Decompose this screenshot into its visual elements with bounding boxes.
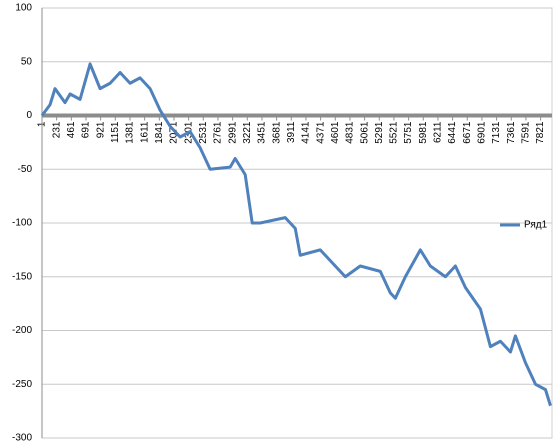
x-tick-label: 4601 (330, 121, 341, 144)
x-tick-label: 3681 (271, 121, 282, 144)
x-tick-label: 4371 (315, 121, 326, 144)
y-tick-label: -150 (12, 271, 32, 282)
x-tick-label: 2991 (227, 121, 238, 144)
x-tick-label: 231 (51, 121, 62, 138)
x-tick-label: 5981 (418, 121, 429, 144)
x-tick-label: 5061 (359, 121, 370, 144)
x-tick-label: 7361 (506, 121, 517, 144)
x-tick-label: 1381 (125, 121, 136, 144)
x-tick-label: 6441 (447, 121, 458, 144)
y-tick-label: -100 (12, 218, 32, 229)
x-tick-label: 6671 (462, 121, 473, 144)
y-tick-label: 0 (26, 110, 32, 121)
x-tick-label: 1841 (154, 121, 165, 144)
x-tick-label: 3911 (286, 121, 297, 143)
y-tick-label: 100 (15, 3, 32, 14)
legend-label: Ряд1 (524, 220, 548, 231)
x-tick-label: 5521 (389, 121, 400, 144)
x-tick-label: 7821 (535, 121, 546, 144)
x-tick-label: 7131 (491, 121, 502, 144)
x-tick-label: 5751 (403, 121, 414, 144)
x-tick-label: 921 (95, 121, 106, 138)
x-tick-label: 5291 (374, 121, 385, 144)
x-tick-label: 6211 (433, 121, 444, 143)
x-tick-label: 691 (81, 121, 92, 138)
x-tick-label: 4141 (301, 121, 312, 144)
x-tick-label: 2761 (213, 121, 224, 144)
y-tick-label: -300 (12, 433, 32, 444)
x-tick-label: 7591 (521, 121, 532, 144)
x-tick-label: 6901 (477, 121, 488, 144)
series-line (40, 62, 552, 407)
x-tick-label: 2531 (198, 121, 209, 144)
y-tick-label: 50 (21, 56, 33, 67)
x-tick-label: 1151 (110, 121, 121, 143)
x-tick-label: 461 (66, 121, 77, 138)
x-tick-label: 3221 (242, 121, 253, 144)
x-tick-label: 3451 (257, 121, 268, 144)
y-tick-label: -50 (18, 164, 33, 175)
x-tick-label: 4831 (345, 121, 356, 144)
y-tick-label: -200 (12, 325, 32, 336)
y-tick-label: -250 (12, 379, 32, 390)
x-tick-label: 1611 (139, 121, 150, 143)
